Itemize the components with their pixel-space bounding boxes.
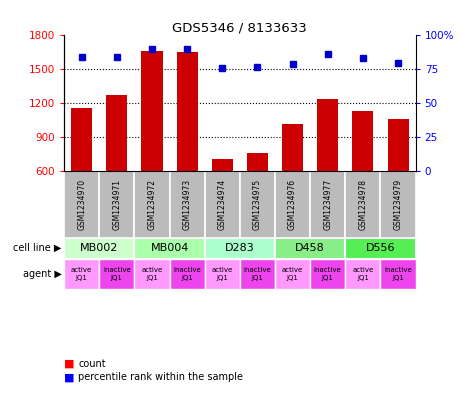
Text: active
JQ1: active JQ1: [212, 267, 233, 281]
Text: ■: ■: [64, 372, 75, 382]
Bar: [317, 99, 338, 171]
Text: active
JQ1: active JQ1: [142, 267, 162, 281]
Bar: [352, 111, 373, 171]
Bar: [275, 171, 310, 237]
Text: ■: ■: [64, 358, 75, 369]
Bar: [345, 237, 416, 259]
Text: GSM1234979: GSM1234979: [394, 179, 402, 230]
Bar: [205, 237, 275, 259]
Bar: [380, 259, 416, 289]
Title: GDS5346 / 8133633: GDS5346 / 8133633: [172, 21, 307, 34]
Text: inactive
JQ1: inactive JQ1: [314, 267, 342, 281]
Bar: [345, 171, 380, 237]
Text: GSM1234971: GSM1234971: [113, 179, 121, 230]
Bar: [71, 108, 92, 171]
Bar: [205, 171, 240, 237]
Text: inactive
JQ1: inactive JQ1: [173, 267, 201, 281]
Bar: [247, 153, 268, 171]
Bar: [134, 171, 170, 237]
Bar: [388, 119, 408, 171]
Text: count: count: [78, 358, 106, 369]
Bar: [64, 171, 99, 237]
Bar: [134, 259, 170, 289]
Text: GSM1234972: GSM1234972: [148, 179, 156, 230]
Bar: [310, 259, 345, 289]
Text: GSM1234970: GSM1234970: [77, 179, 86, 230]
Bar: [310, 171, 345, 237]
Text: cell line ▶: cell line ▶: [13, 243, 62, 253]
Text: inactive
JQ1: inactive JQ1: [384, 267, 412, 281]
Text: GSM1234978: GSM1234978: [359, 179, 367, 230]
Bar: [282, 124, 303, 171]
Text: active
JQ1: active JQ1: [71, 267, 92, 281]
Bar: [99, 259, 134, 289]
Text: GSM1234975: GSM1234975: [253, 179, 262, 230]
Bar: [240, 259, 275, 289]
Bar: [345, 259, 380, 289]
Text: D283: D283: [225, 243, 255, 253]
Text: MB002: MB002: [80, 243, 118, 253]
Bar: [205, 259, 240, 289]
Text: percentile rank within the sample: percentile rank within the sample: [78, 372, 243, 382]
Bar: [142, 51, 162, 171]
Bar: [106, 95, 127, 171]
Text: D556: D556: [366, 243, 395, 253]
Bar: [275, 259, 310, 289]
Text: MB004: MB004: [151, 243, 189, 253]
Text: GSM1234976: GSM1234976: [288, 179, 297, 230]
Bar: [64, 259, 99, 289]
Text: active
JQ1: active JQ1: [352, 267, 373, 281]
Bar: [64, 237, 134, 259]
Bar: [380, 171, 416, 237]
Bar: [212, 159, 233, 171]
Bar: [134, 237, 205, 259]
Bar: [275, 237, 345, 259]
Bar: [240, 171, 275, 237]
Text: GSM1234977: GSM1234977: [323, 179, 332, 230]
Text: GSM1234974: GSM1234974: [218, 179, 227, 230]
Bar: [177, 52, 198, 171]
Bar: [170, 171, 205, 237]
Text: GSM1234973: GSM1234973: [183, 179, 191, 230]
Text: inactive
JQ1: inactive JQ1: [244, 267, 271, 281]
Text: D458: D458: [295, 243, 325, 253]
Bar: [99, 171, 134, 237]
Text: active
JQ1: active JQ1: [282, 267, 303, 281]
Bar: [170, 259, 205, 289]
Text: inactive
JQ1: inactive JQ1: [103, 267, 131, 281]
Text: agent ▶: agent ▶: [23, 269, 62, 279]
